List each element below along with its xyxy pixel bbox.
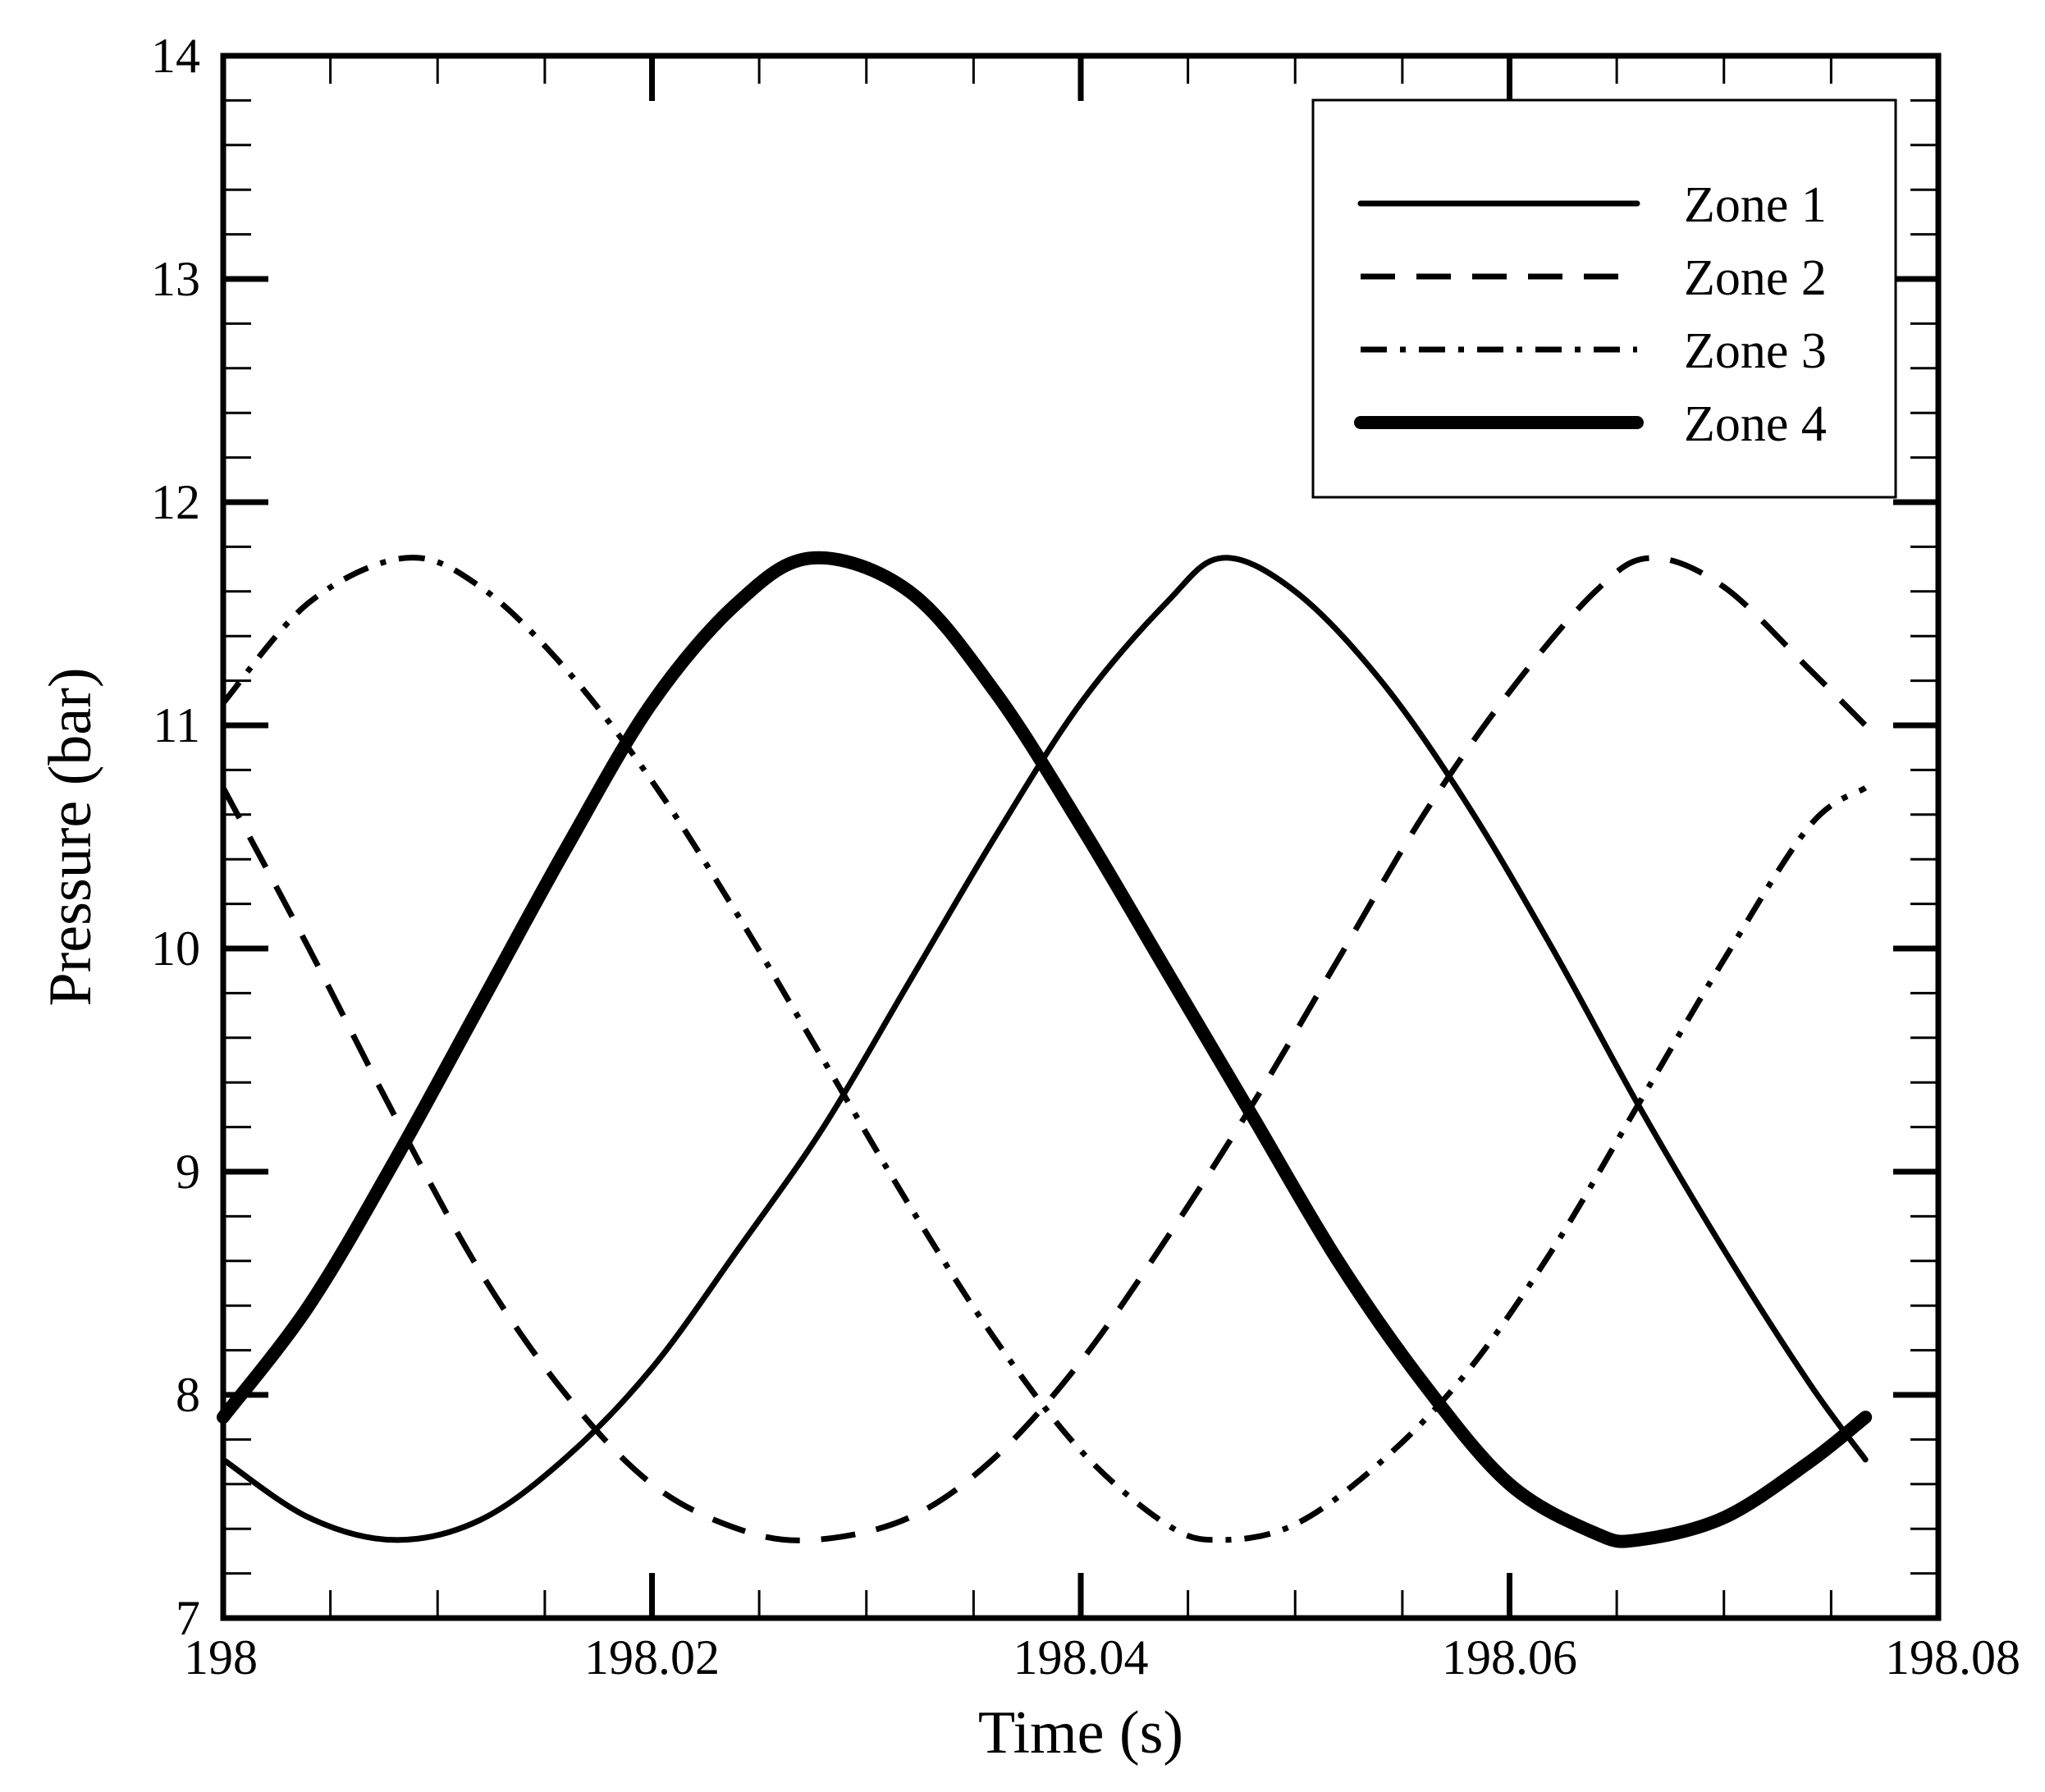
x-tick-labels: 198 198.02 198.04 198.06 198.08 <box>184 1630 2020 1685</box>
legend-label-zone-1: Zone 1 <box>1684 177 1827 233</box>
x-tick-label: 198.04 <box>1013 1630 1149 1685</box>
x-tick-label: 198 <box>184 1630 258 1685</box>
legend-box <box>1311 98 1897 499</box>
y-tick-label: 7 <box>176 1591 200 1645</box>
legend-label-zone-3: Zone 3 <box>1684 323 1827 379</box>
y-tick-label: 12 <box>151 475 200 529</box>
y-tick-label: 9 <box>176 1145 200 1199</box>
y-tick-label: 14 <box>151 29 200 83</box>
x-tick-label: 198.06 <box>1442 1630 1577 1685</box>
x-axis-title: Time (s) <box>978 1699 1183 1767</box>
series-line-zone-1 <box>220 555 1869 1543</box>
plot-frame <box>220 53 1942 1621</box>
y-axis-title: Pressure (bar) <box>37 668 104 1007</box>
legend: Zone 1 Zone 2 Zone 3 Zone 4 <box>1311 98 1897 499</box>
series-layer <box>217 551 1873 1548</box>
y-tick-label: 10 <box>151 921 200 976</box>
x-tick-label: 198.08 <box>1885 1630 2020 1685</box>
y-tick-labels: 7 8 9 10 11 12 13 14 <box>151 29 200 1645</box>
series-line-zone-4 <box>217 551 1873 1548</box>
series-line-zone-3 <box>221 555 1868 1543</box>
y-tick-label: 8 <box>176 1368 200 1422</box>
legend-label-zone-4: Zone 4 <box>1684 396 1827 452</box>
y-tick-label: 13 <box>151 252 200 306</box>
y-tick-label: 11 <box>153 698 200 752</box>
legend-label-zone-2: Zone 2 <box>1684 250 1827 306</box>
series-line-zone-2 <box>220 555 1868 1543</box>
x-tick-label: 198.02 <box>584 1630 720 1685</box>
